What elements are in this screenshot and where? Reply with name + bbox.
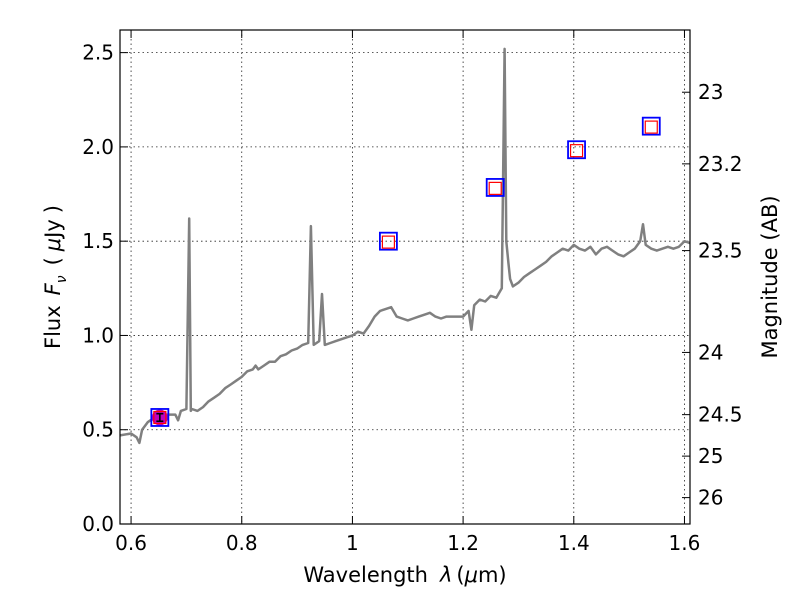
x-tick-label: 1 — [346, 531, 359, 555]
x-axis-label: Wavelength λ (μm) — [303, 563, 506, 587]
observed-photometry-point — [153, 410, 167, 425]
y-tick-label: 2.0 — [82, 135, 114, 159]
photometry-points — [150, 116, 661, 427]
axis-ticks — [120, 30, 690, 525]
y-tick-label: 1.0 — [82, 323, 114, 347]
y-tick-label: 0.5 — [82, 418, 114, 442]
y2-tick-label: 23.2 — [698, 152, 743, 176]
y2-tick-label: 23.5 — [698, 239, 743, 263]
y2-tick-label: 24.5 — [698, 403, 743, 427]
x-tick-label: 0.6 — [115, 531, 147, 555]
spectrum-line — [119, 47, 691, 445]
y2-axis-label: Magnitude (AB) — [758, 195, 782, 358]
model-photometry-point — [378, 231, 398, 251]
x-tick-label: 1.4 — [558, 531, 590, 555]
observed-photometry-point — [644, 120, 658, 134]
y2-tick-label: 24 — [698, 340, 723, 364]
y-tick-label: 1.5 — [82, 229, 114, 253]
observed-photometry-point — [488, 181, 502, 195]
tick-labels: 0.6 0.8 1 1.2 1.4 1.6 0.0 0.5 1.0 1.5 2.0 2.5 23 23.2… — [82, 41, 742, 555]
model-photometry-point — [567, 140, 586, 160]
y2-tick-label: 26 — [698, 486, 723, 510]
y2-tick-label: 25 — [698, 444, 723, 468]
y-tick-label: 2.5 — [82, 41, 114, 65]
model-photometry-point — [641, 116, 661, 136]
observed-photometry-point — [381, 235, 395, 249]
x-tick-label: 0.8 — [226, 531, 258, 555]
x-tick-label: 1.6 — [669, 531, 701, 555]
model-photometry-point — [150, 408, 170, 427]
observed-photometry-point — [569, 144, 584, 158]
y-axis-label: FluxFν(μJy) — [41, 205, 70, 349]
model-photometry-point — [485, 178, 505, 197]
spectrum-series — [119, 47, 691, 445]
plot-frame — [119, 29, 691, 525]
y-tick-label: 0.0 — [82, 512, 114, 536]
x-tick-label: 1.2 — [447, 531, 479, 555]
y2-tick-label: 23 — [698, 80, 723, 104]
